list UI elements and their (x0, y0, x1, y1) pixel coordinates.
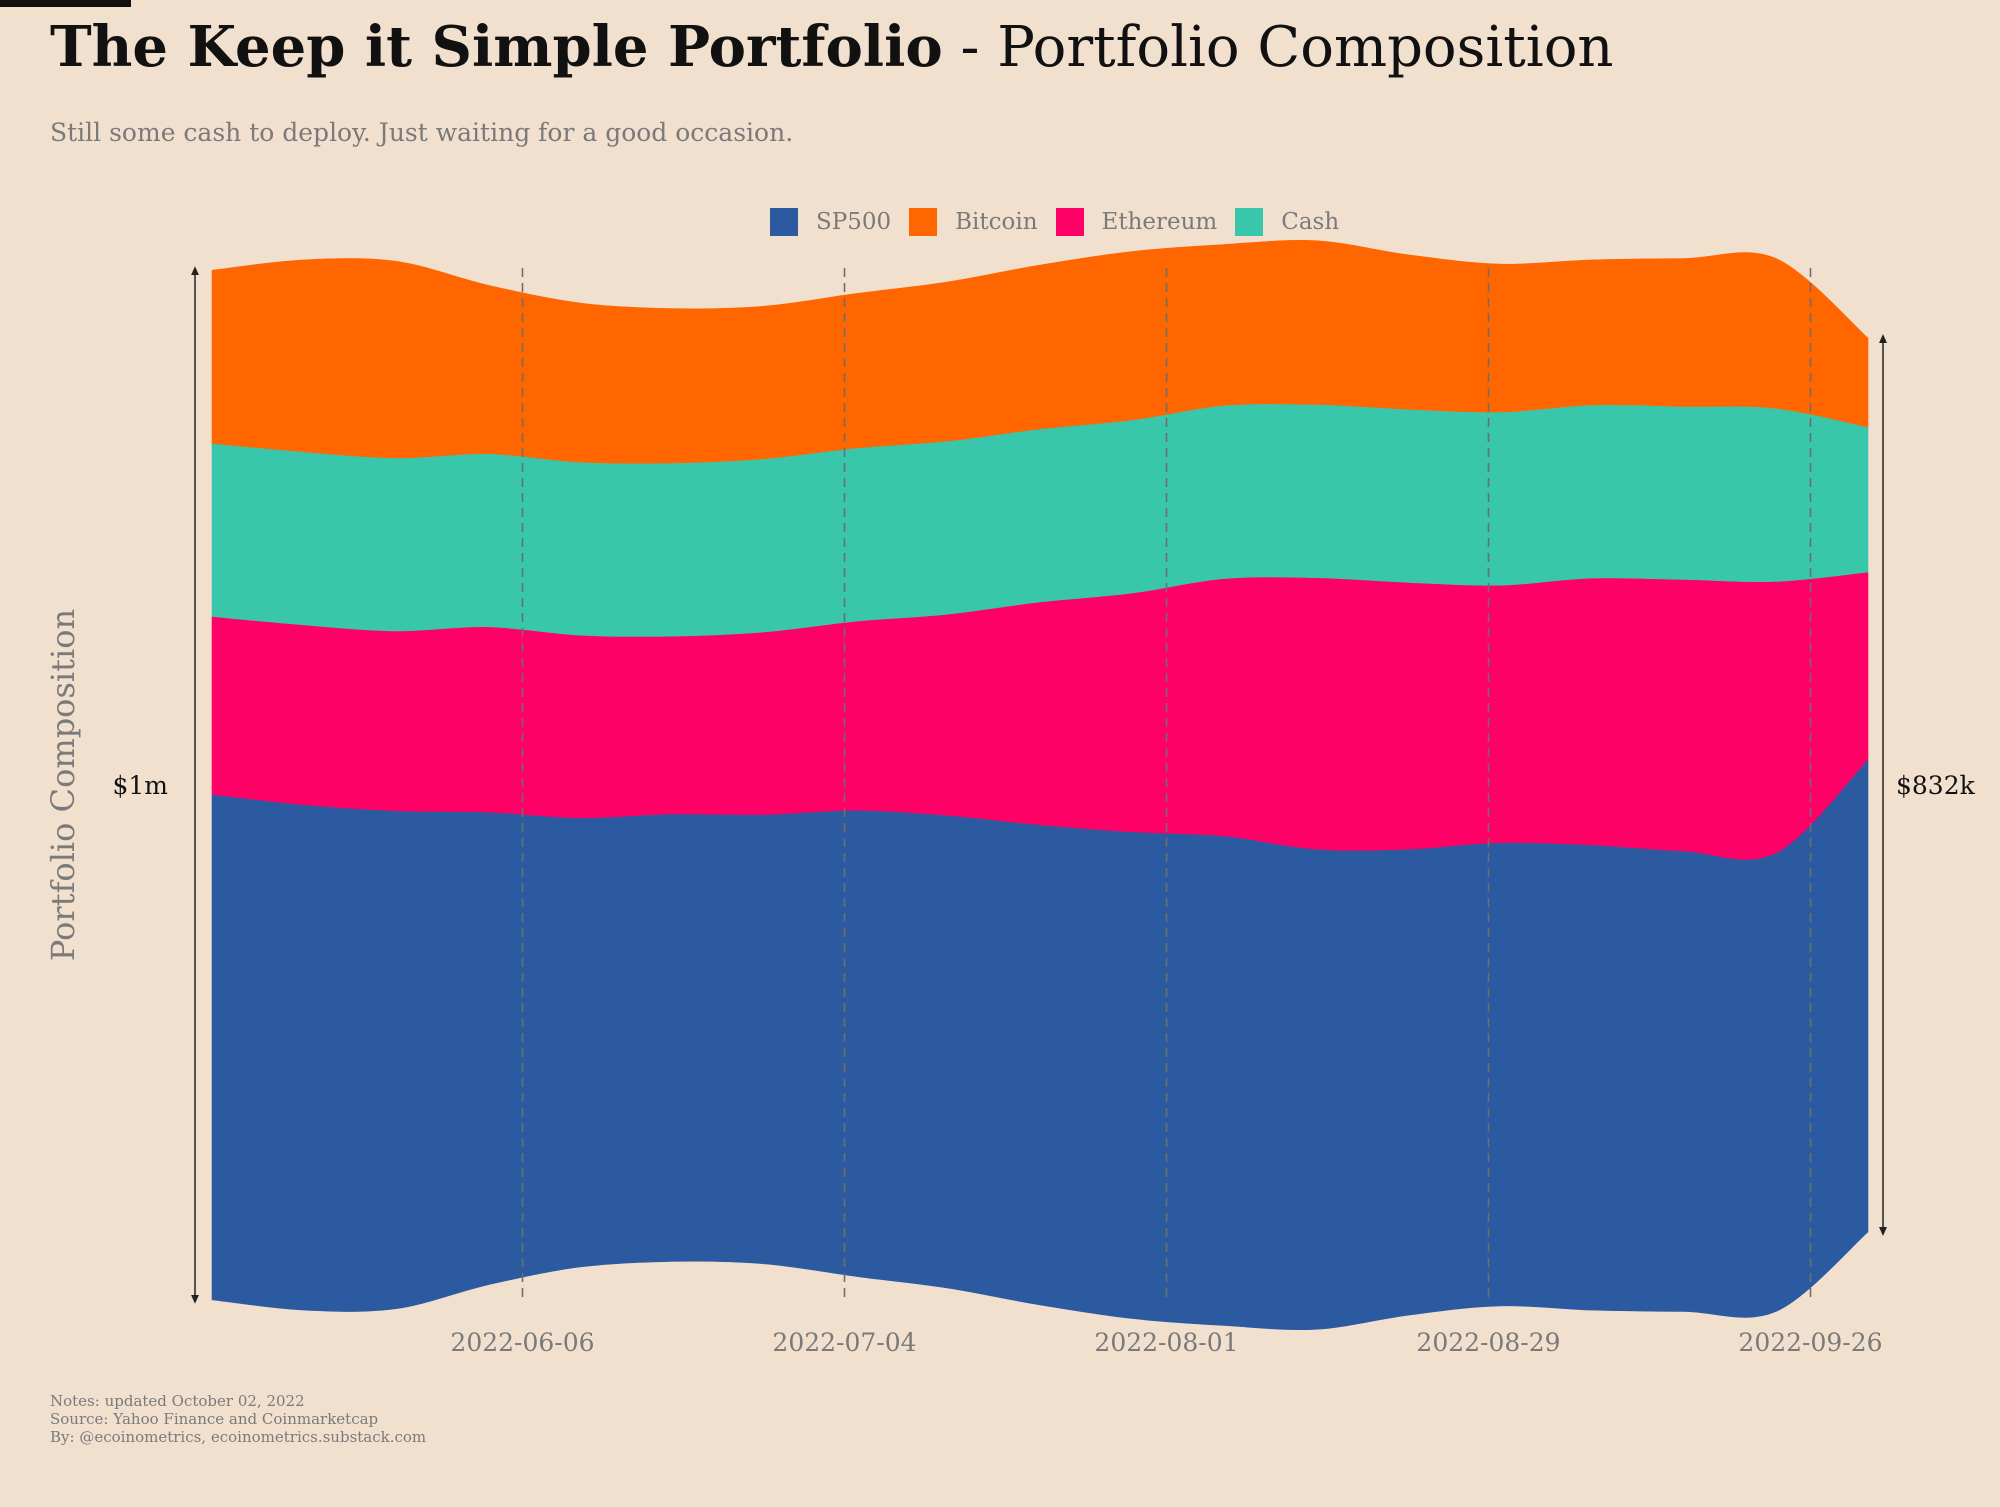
notes-line-source: Source: Yahoo Finance and Coinmarketcap (50, 1410, 379, 1428)
chart-notes: Notes: updated October 02, 2022 Source: … (50, 1392, 426, 1446)
title-rest: - Portfolio Composition (942, 15, 1614, 80)
legend-item-cash: Cash (1235, 208, 1339, 236)
notes-line-author: By: @ecoinometrics, ecoinometrics.substa… (50, 1428, 427, 1446)
stream-area-bitcoin (211, 239, 1869, 464)
page-subtitle: Still some cash to deploy. Just waiting … (50, 118, 794, 147)
legend-swatch-sp500 (770, 208, 798, 236)
legend-label-cash: Cash (1281, 209, 1340, 235)
legend-item-bitcoin: Bitcoin (909, 208, 1038, 236)
title-bold: The Keep it Simple Portfolio (50, 14, 943, 80)
x-tick-label-2022-08-29: 2022-08-29 (1416, 1328, 1560, 1357)
x-tick-label-2022-08-01: 2022-08-01 (1094, 1328, 1238, 1357)
legend-swatch-bitcoin (909, 208, 938, 236)
x-tick-label-2022-07-04: 2022-07-04 (772, 1328, 916, 1357)
legend-swatch-cash (1235, 208, 1264, 236)
x-tick-label-2022-06-06: 2022-06-06 (450, 1328, 594, 1357)
legend-label-bitcoin: Bitcoin (955, 209, 1038, 235)
legend-swatch-ethereum (1055, 208, 1084, 236)
start-total-label: $1m (112, 771, 168, 800)
page-title: The Keep it Simple Portfolio - Portfolio… (50, 14, 1613, 80)
legend-item-sp500: SP500 (770, 208, 891, 236)
x-tick-label-2022-09-26: 2022-09-26 (1738, 1328, 1882, 1357)
chart-legend: SP500 Bitcoin Ethereum Cash (770, 208, 1357, 236)
end-total-label: $832k (1896, 771, 1976, 800)
y-axis-label: Portfolio Composition (44, 609, 82, 961)
notes-line-updated: Notes: updated October 02, 2022 (50, 1392, 305, 1410)
legend-label-sp500: SP500 (816, 209, 892, 235)
corner-accent-bar (0, 0, 131, 7)
legend-label-ethereum: Ethereum (1101, 209, 1218, 235)
legend-item-ethereum: Ethereum (1055, 208, 1218, 236)
